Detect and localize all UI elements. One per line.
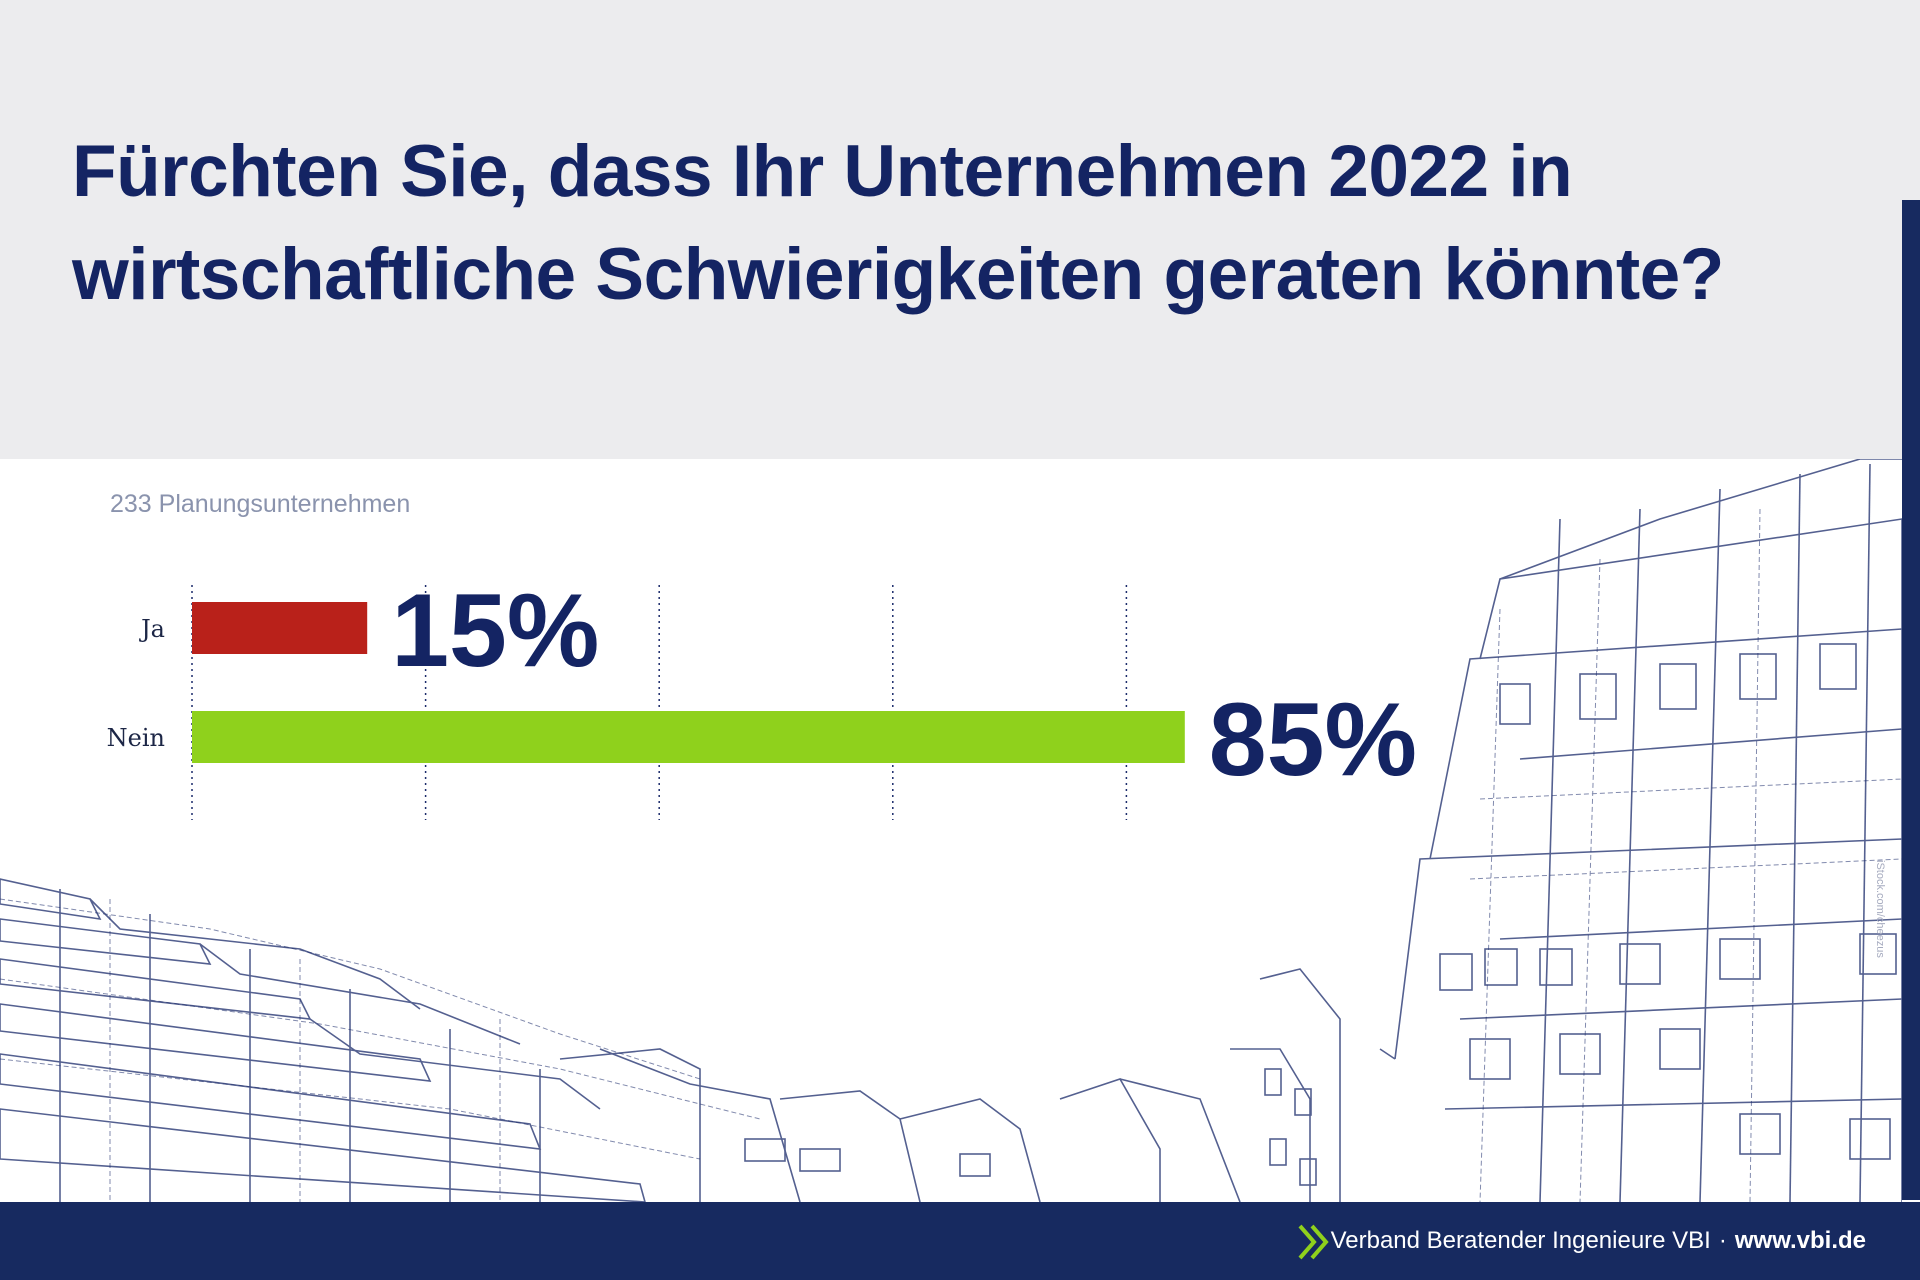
- category-label-ja: Ja: [138, 615, 165, 643]
- bar-nein: [192, 711, 1185, 763]
- chart-title: Fürchten Sie, dass Ihr Unternehmen 2022 …: [72, 131, 1724, 315]
- bar-ja: [192, 602, 368, 654]
- vbi-chevron-logo-icon: [1298, 1224, 1329, 1260]
- right-accent-stripe: [1902, 200, 1920, 1200]
- value-label-nein: 85%: [1209, 682, 1417, 798]
- building-wireframe-illustration: [0, 459, 1902, 1202]
- chart-subtitle: 233 Planungsunternehmen: [110, 490, 411, 518]
- footer-separator: ·: [1718, 1227, 1727, 1254]
- footer: Verband Beratender Ingenieure VBI · www.vb…: [0, 1202, 1920, 1280]
- category-labels: Ja Nein: [107, 615, 165, 752]
- footer-website-link[interactable]: www.vbi.de: [1734, 1227, 1866, 1254]
- category-label-nein: Nein: [107, 724, 165, 752]
- footer-organization: Verband Beratender Ingenieure VBI: [1330, 1227, 1711, 1254]
- footer-text: Verband Beratender Ingenieure VBI · www.vb…: [1331, 1202, 1866, 1280]
- photo-credit: iStock.com/cheezus: [1874, 860, 1886, 958]
- value-labels: 15% 85%: [391, 573, 1417, 798]
- header-band: [0, 0, 1920, 459]
- bars: [192, 602, 1185, 763]
- value-label-ja: 15%: [391, 573, 599, 689]
